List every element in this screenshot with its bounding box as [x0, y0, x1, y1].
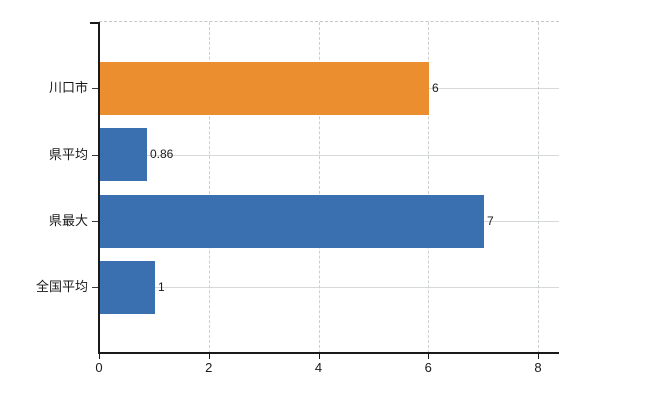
x-axis-tick [208, 354, 210, 359]
x-tick-label: 4 [314, 360, 323, 375]
y-axis-tick [92, 88, 98, 89]
horizontal-gridline [99, 155, 559, 156]
x-tick-label: 6 [424, 360, 432, 375]
x-tick-label: 8 [534, 360, 542, 375]
bar-pref-max [100, 195, 484, 248]
bar-value-label: 7 [487, 214, 494, 228]
vertical-gridline [428, 22, 430, 353]
bar-value-label: 6 [432, 81, 439, 95]
x-axis-tick [538, 354, 539, 359]
category-label: 県最大 [48, 213, 88, 228]
horizontal-gridline [99, 287, 559, 288]
category-label: 川口市 [48, 80, 88, 95]
y-axis-line [98, 22, 100, 354]
vertical-gridline [318, 22, 320, 353]
x-axis-tick [99, 354, 100, 359]
y-axis-tick [92, 155, 98, 156]
y-axis-tick [92, 221, 98, 222]
bar-national-average [100, 261, 155, 314]
x-axis-tick [428, 354, 430, 359]
vertical-gridline [208, 22, 210, 353]
vertical-gridline [538, 22, 539, 353]
bar-value-label: 1 [158, 280, 165, 294]
y-axis-top-tick [90, 22, 98, 24]
category-label: 県平均 [48, 147, 88, 162]
x-axis-line [98, 352, 559, 354]
category-label: 全国平均 [35, 279, 88, 294]
plot-top-border [99, 21, 559, 22]
x-tick-label: 0 [95, 360, 103, 375]
y-axis-tick [92, 287, 98, 288]
x-axis-tick [318, 354, 320, 359]
bar-value-label: 0.86 [150, 147, 174, 161]
bar-kawaguchi [100, 62, 429, 115]
x-tick-label: 2 [205, 360, 213, 375]
bar-pref-average [100, 128, 147, 181]
